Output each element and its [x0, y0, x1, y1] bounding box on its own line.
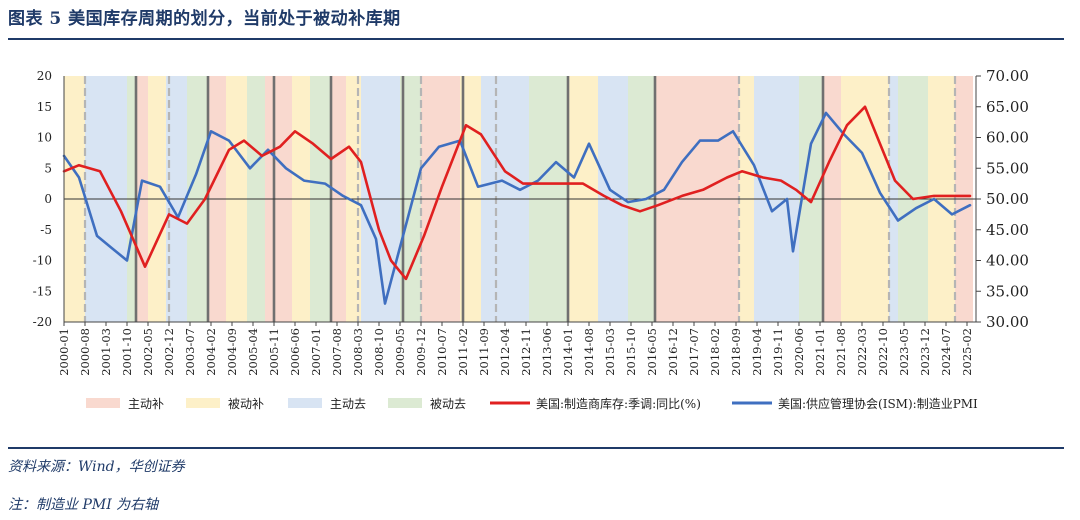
x-tick-label: 2016-12: [666, 328, 680, 376]
x-tick-label: 2019-04: [750, 328, 764, 376]
x-tick-label: 2015-03: [603, 328, 617, 376]
x-tick-label: 2025-02: [960, 328, 974, 376]
x-tick-label: 2004-09: [225, 328, 239, 376]
legend-label-1: 被动补: [228, 397, 264, 411]
page-title: 图表 5 美国库存周期的划分，当前处于被动补库期: [8, 9, 401, 29]
x-tick-label: 2019-11: [771, 328, 785, 376]
left-tick-label: 0: [44, 192, 52, 206]
source-note: 资料来源：Wind，华创证券: [8, 459, 185, 475]
legend-label-3: 被动去: [430, 397, 466, 411]
left-tick-label: -10: [33, 254, 52, 268]
footer-rule: [8, 447, 1064, 449]
left-tick-label: 15: [37, 100, 52, 114]
ism-pmi-line: [62, 111, 972, 305]
x-tick-label: 2006-06: [288, 328, 302, 376]
x-tick-label: 2018-02: [708, 328, 722, 376]
x-tick-label: 2022-03: [855, 328, 869, 376]
x-tick-label: 2023-12: [918, 328, 932, 376]
legend-swatch-0: [86, 398, 120, 408]
legend-swatch-1: [186, 398, 220, 408]
x-tick-label: 2024-07: [939, 328, 953, 376]
series-lines: [62, 105, 972, 305]
x-tick-label: 2022-10: [876, 328, 890, 376]
legend-label-4: 美国:制造商库存:季调:同比(%): [536, 396, 701, 411]
right-tick-label: 40.00: [986, 252, 1029, 270]
x-tick-label: 2016-05: [645, 328, 659, 376]
x-tick-label: 2005-11: [267, 328, 281, 376]
left-axis: 20 15 10 5 0 -5 -10 -15 -20: [33, 69, 65, 329]
x-tick-label: 2012-11: [519, 328, 533, 376]
x-tick-label: 2021-01: [813, 328, 827, 376]
x-tick-label: 2000-01: [57, 328, 71, 376]
x-tick-label: 2004-02: [204, 328, 218, 376]
axis-note: 注：制造业 PMI 为右轴: [8, 497, 159, 513]
x-tick-label: 2021-08: [834, 328, 848, 376]
legend-label-5: 美国:供应管理协会(ISM):制造业PMI: [778, 396, 978, 411]
left-tick-label: 5: [44, 161, 52, 175]
legend-label-0: 主动补: [128, 397, 164, 411]
x-tick-label: 2014-01: [561, 328, 575, 376]
right-axis: 70.00 65.00 60.00 55.00 50.00 45.00 40.00 35.00…: [975, 67, 1029, 331]
x-tick-label: 2018-09: [729, 328, 743, 376]
x-tick-label: 2013-06: [540, 328, 554, 376]
x-tick-label: 2010-07: [435, 328, 449, 376]
title-rule: [8, 38, 1064, 40]
x-axis: 2000-01 2000-08 2001-03 2001-10 2002-05 2002-…: [57, 321, 976, 376]
inventory-yoy-line: [62, 105, 972, 281]
legend-swatch-2: [288, 398, 322, 408]
x-tick-label: 2008-10: [372, 328, 386, 376]
right-tick-label: 70.00: [986, 67, 1029, 85]
right-tick-label: 30.00: [986, 313, 1029, 331]
x-tick-label: 2005-04: [246, 328, 260, 376]
right-tick-label: 55.00: [986, 159, 1029, 177]
x-tick-label: 2001-10: [120, 328, 134, 376]
x-tick-label: 2008-03: [351, 328, 365, 376]
left-tick-label: 20: [37, 69, 52, 83]
x-tick-label: 2011-02: [456, 328, 470, 376]
x-tick-label: 2012-04: [498, 328, 512, 376]
legend-swatch-3: [388, 398, 422, 408]
x-tick-label: 2000-08: [78, 328, 92, 376]
x-tick-label: 2007-01: [309, 328, 323, 376]
right-tick-label: 65.00: [986, 98, 1029, 116]
x-tick-label: 2023-05: [897, 328, 911, 376]
right-tick-label: 60.00: [986, 129, 1029, 147]
x-tick-label: 2015-10: [624, 328, 638, 376]
x-tick-label: 2007-08: [330, 328, 344, 376]
left-tick-label: -15: [33, 284, 52, 298]
legend-label-2: 主动去: [330, 397, 366, 411]
legend: 主动补 被动补 主动去 被动去 美国:制造商库存:季调:同比(%) 美国:供应管理协会(I…: [86, 396, 978, 411]
x-tick-label: 2003-07: [183, 328, 197, 376]
x-tick-label: 2014-08: [582, 328, 596, 376]
x-tick-label: 2017-07: [687, 328, 701, 376]
right-tick-label: 35.00: [986, 282, 1029, 300]
x-tick-label: 2020-06: [792, 328, 806, 376]
x-tick-label: 2009-05: [393, 328, 407, 376]
x-tick-label: 2009-12: [414, 328, 428, 376]
left-tick-label: 10: [37, 131, 52, 145]
inventory-cycle-chart: 20 15 10 5 0 -5 -10 -15 -20 70.00 65.00 60.00 55.00…: [33, 67, 1029, 411]
right-tick-label: 45.00: [986, 221, 1029, 239]
right-tick-label: 50.00: [986, 190, 1029, 208]
x-tick-label: 2001-03: [99, 328, 113, 376]
left-tick-label: -20: [33, 315, 52, 329]
x-tick-label: 2011-09: [477, 328, 491, 376]
x-tick-label: 2002-05: [141, 328, 155, 376]
left-tick-label: -5: [40, 223, 52, 237]
x-tick-label: 2002-12: [162, 328, 176, 376]
